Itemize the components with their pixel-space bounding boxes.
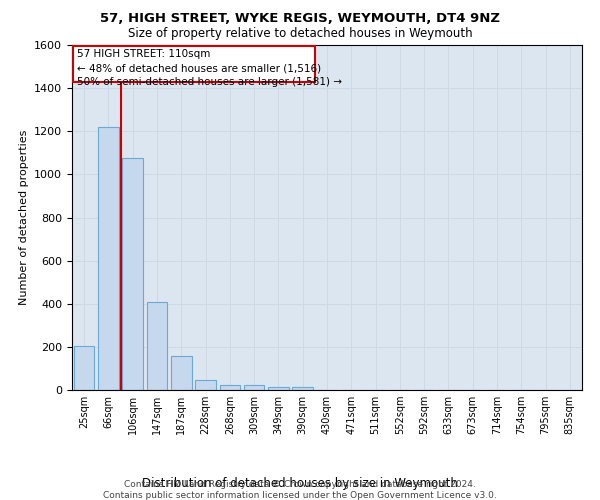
Bar <box>195 380 216 390</box>
Text: Distribution of detached houses by size in Weymouth: Distribution of detached houses by size … <box>142 477 458 490</box>
Bar <box>73 46 315 82</box>
Y-axis label: Number of detached properties: Number of detached properties <box>19 130 29 305</box>
Text: 57 HIGH STREET: 110sqm
← 48% of detached houses are smaller (1,516)
50% of semi-: 57 HIGH STREET: 110sqm ← 48% of detached… <box>77 50 342 88</box>
Bar <box>122 158 143 390</box>
Text: Size of property relative to detached houses in Weymouth: Size of property relative to detached ho… <box>128 28 472 40</box>
Bar <box>171 356 191 390</box>
Text: 57, HIGH STREET, WYKE REGIS, WEYMOUTH, DT4 9NZ: 57, HIGH STREET, WYKE REGIS, WEYMOUTH, D… <box>100 12 500 26</box>
Bar <box>220 384 240 390</box>
Bar <box>146 302 167 390</box>
Bar <box>244 386 265 390</box>
Bar <box>98 127 119 390</box>
Bar <box>292 387 313 390</box>
Bar <box>268 387 289 390</box>
Text: Contains HM Land Registry data © Crown copyright and database right 2024.
Contai: Contains HM Land Registry data © Crown c… <box>103 480 497 500</box>
Bar <box>74 346 94 390</box>
